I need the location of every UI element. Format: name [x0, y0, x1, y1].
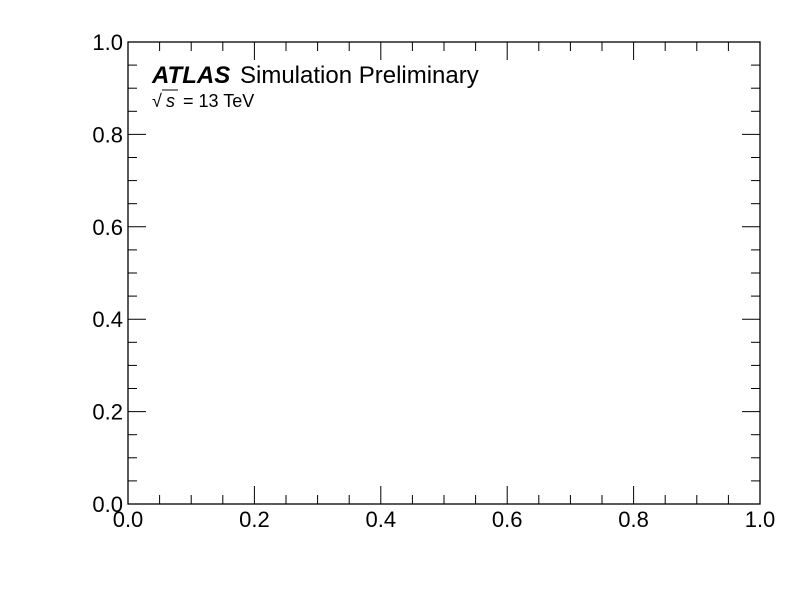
x-tick-label: 0.6 — [492, 507, 523, 532]
x-tick-label: 1.0 — [745, 507, 776, 532]
y-tick-label: 0.4 — [92, 307, 123, 332]
y-tick-label: 0.2 — [92, 400, 123, 425]
x-tick-label: 0.2 — [239, 507, 270, 532]
y-tick-labels: 0.0 0.2 0.4 0.6 0.8 1.0 — [92, 30, 123, 517]
simulation-preliminary-label: Simulation Preliminary — [240, 62, 479, 89]
y-tick-label: 0.0 — [92, 492, 123, 517]
energy-value: = 13 TeV — [183, 91, 254, 111]
sqrt-symbol: √ — [152, 91, 162, 111]
axis-ticks — [127, 41, 761, 505]
plot-frame — [127, 41, 761, 505]
x-tick-label: 0.4 — [366, 507, 397, 532]
energy-variable: s — [166, 91, 175, 111]
x-tick-labels: 0.0 0.2 0.4 0.6 0.8 1.0 — [113, 507, 776, 532]
y-tick-label: 0.8 — [92, 122, 123, 147]
atlas-label: ATLAS — [151, 62, 230, 89]
y-tick-label: 0.6 — [92, 215, 123, 240]
y-tick-label: 1.0 — [92, 30, 123, 55]
x-tick-label: 0.8 — [618, 507, 649, 532]
x-tick-label: 0.0 — [113, 507, 144, 532]
